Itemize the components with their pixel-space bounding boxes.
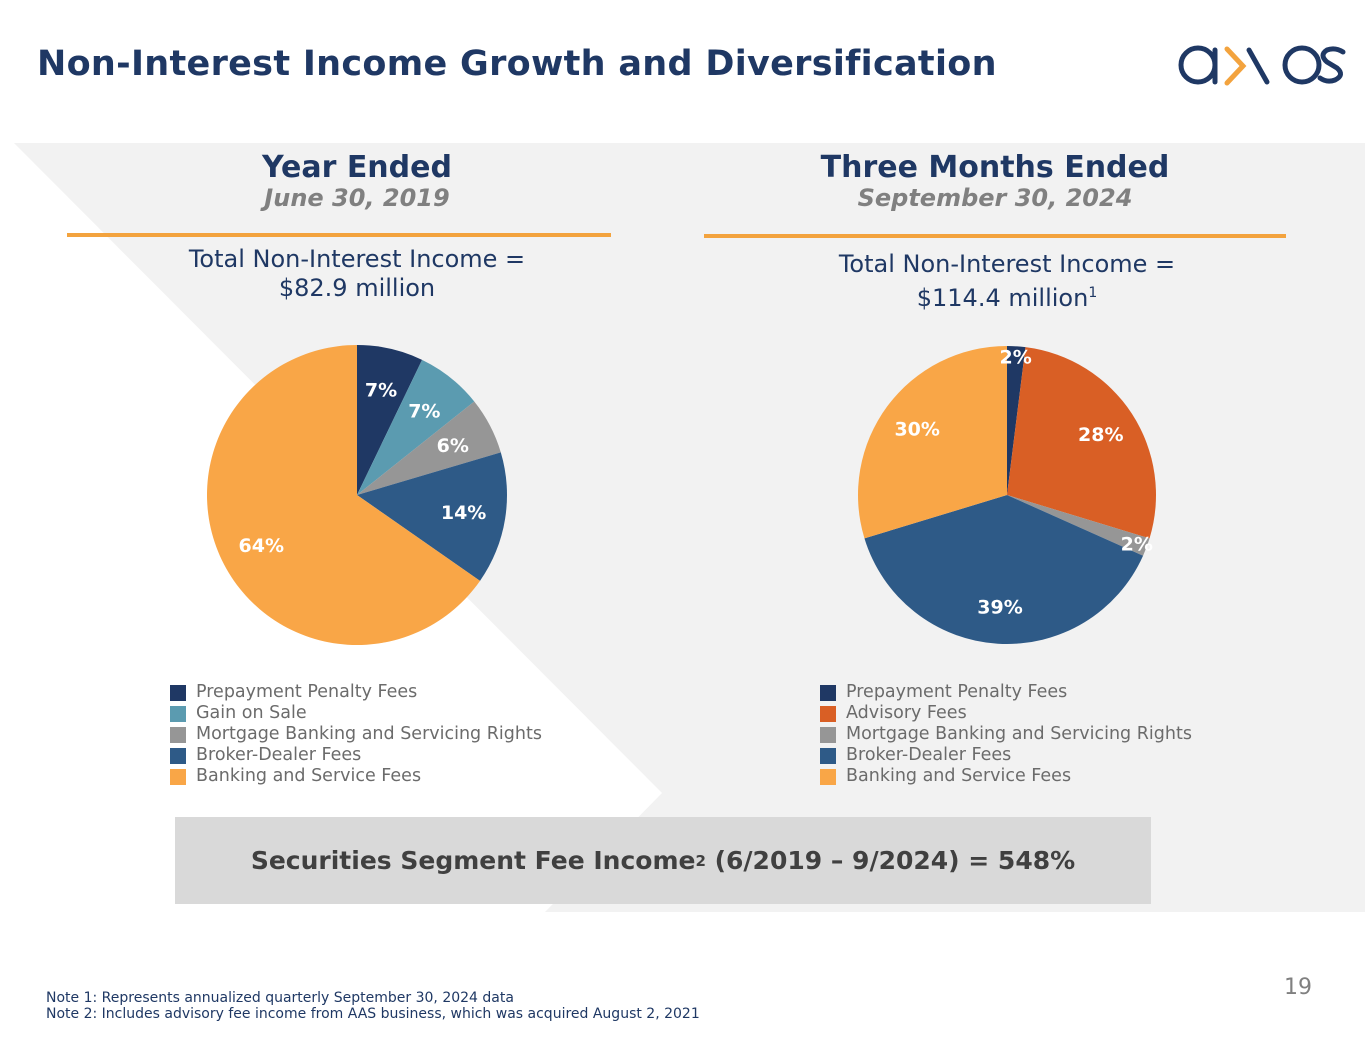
legend-label: Banking and Service Fees [196, 766, 422, 786]
legend-item: Banking and Service Fees [820, 766, 1192, 787]
pie-data-label: 2% [1121, 534, 1153, 556]
left-total-line1: Total Non-Interest Income = [188, 245, 526, 273]
legend-item: Advisory Fees [820, 703, 1192, 724]
pie-slice-mortgage-banking-and-servicing-rights [357, 401, 501, 495]
page-number: 19 [1284, 975, 1312, 1000]
legend-label: Advisory Fees [846, 703, 967, 723]
right-chart-subtitle: September 30, 2024 [857, 184, 1133, 212]
right-total-value: $114.4 million [916, 284, 1089, 312]
pie-data-label: 30% [894, 418, 939, 440]
legend-swatch [820, 747, 836, 764]
left-total: Total Non-Interest Income = $82.9 millio… [67, 245, 647, 303]
legend-item: Prepayment Penalty Fees [820, 682, 1192, 703]
securities-fee-banner: Securities Segment Fee Income 2 (6/2019 –… [175, 817, 1151, 904]
pie-slice-banking-and-service-fees [207, 345, 481, 645]
right-divider [704, 234, 1286, 238]
page-title: Non-Interest Income Growth and Diversifi… [37, 44, 997, 84]
footnote-marker: 1 [1088, 285, 1098, 301]
pie-data-label: 6% [437, 435, 469, 457]
legend-label: Mortgage Banking and Servicing Rights [196, 724, 542, 744]
left-chart-title: Year Ended [262, 150, 452, 185]
legend-label: Prepayment Penalty Fees [846, 682, 1068, 702]
pie-data-label: 7% [408, 401, 440, 423]
right-total-line1: Total Non-Interest Income = [838, 250, 1176, 278]
legend-label: Broker-Dealer Fees [846, 745, 1012, 765]
legend-swatch [820, 684, 836, 701]
pie-slice-banking-and-service-fees [858, 346, 1007, 539]
legend-swatch [820, 768, 836, 785]
legend-item: Prepayment Penalty Fees [170, 682, 542, 703]
pie-data-label: 28% [1078, 424, 1123, 446]
legend-swatch [170, 726, 186, 743]
legend-label: Banking and Service Fees [846, 766, 1072, 786]
legend-swatch [820, 726, 836, 743]
legend-label: Gain on Sale [196, 703, 307, 723]
pie-slice-prepayment-penalty-fees [1007, 346, 1026, 495]
note-2: Note 2: Includes advisory fee income fro… [46, 1006, 700, 1022]
note-1: Note 1: Represents annualized quarterly … [46, 990, 514, 1006]
pie-slice-mortgage-banking-and-servicing-rights [1007, 495, 1150, 556]
pie-slice-gain-on-sale [357, 359, 475, 495]
legend-item: Gain on Sale [170, 703, 542, 724]
right-pie-chart: 2% 28% 2% 39% 30% [858, 346, 1156, 644]
right-legend: Prepayment Penalty Fees Advisory Fees Mort… [820, 682, 1192, 787]
left-total-value: $82.9 million [278, 274, 436, 302]
left-legend: Prepayment Penalty Fees Gain on Sale Mortg… [170, 682, 542, 787]
pie-data-label: 7% [365, 380, 397, 402]
legend-item: Mortgage Banking and Servicing Rights [170, 724, 542, 745]
pie-slice-advisory-fees [1007, 347, 1156, 539]
legend-label: Broker-Dealer Fees [196, 745, 362, 765]
pie-slice-broker-dealer-fees [864, 495, 1144, 644]
legend-swatch [170, 684, 186, 701]
legend-item: Banking and Service Fees [170, 766, 542, 787]
left-divider [67, 233, 611, 237]
legend-label: Prepayment Penalty Fees [196, 682, 418, 702]
legend-swatch [170, 768, 186, 785]
legend-swatch [170, 705, 186, 722]
banner-footnote: 2 [695, 851, 706, 870]
axos-logo [1178, 45, 1346, 86]
right-total: Total Non-Interest Income = $114.4 milli… [717, 250, 1297, 313]
legend-item: Broker-Dealer Fees [170, 745, 542, 766]
right-chart-title: Three Months Ended [820, 150, 1170, 185]
banner-text: Securities Segment Fee Income [250, 846, 696, 875]
pie-slice-broker-dealer-fees [357, 452, 507, 581]
legend-item: Broker-Dealer Fees [820, 745, 1192, 766]
pie-slice-prepayment-penalty-fees [357, 345, 423, 495]
legend-label: Mortgage Banking and Servicing Rights [846, 724, 1192, 744]
pie-data-label: 14% [441, 502, 486, 524]
left-chart-subtitle: June 30, 2019 [264, 184, 450, 212]
banner-value: (6/2019 – 9/2024) = 548% [705, 846, 1076, 875]
legend-swatch [820, 705, 836, 722]
pie-data-label: 64% [239, 535, 284, 557]
legend-swatch [170, 747, 186, 764]
left-pie-chart: 7% 7% 6% 14% 64% [207, 345, 507, 645]
legend-item: Mortgage Banking and Servicing Rights [820, 724, 1192, 745]
footnotes: Note 1: Represents annualized quarterly … [46, 990, 700, 1022]
pie-data-label: 2% [999, 347, 1031, 369]
pie-data-label: 39% [977, 597, 1022, 619]
